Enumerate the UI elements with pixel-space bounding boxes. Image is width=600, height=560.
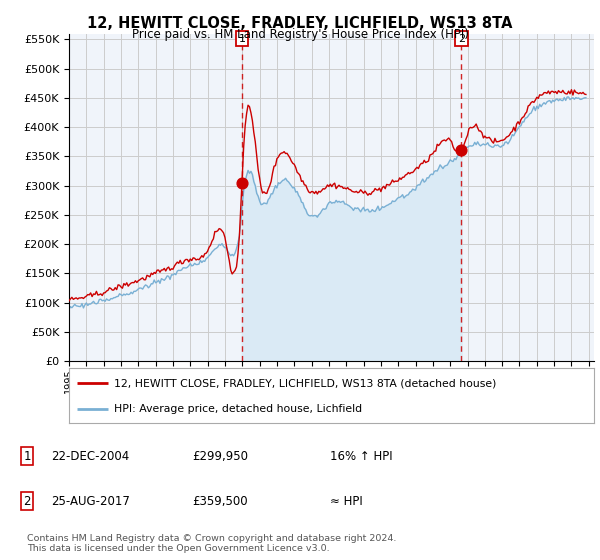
Text: 25-AUG-2017: 25-AUG-2017 [51,494,130,508]
Text: 1: 1 [23,450,31,463]
Text: 22-DEC-2004: 22-DEC-2004 [51,450,129,463]
Text: 2: 2 [23,494,31,508]
Text: 12, HEWITT CLOSE, FRADLEY, LICHFIELD, WS13 8TA: 12, HEWITT CLOSE, FRADLEY, LICHFIELD, WS… [87,16,513,31]
Text: 1: 1 [238,34,245,44]
Text: HPI: Average price, detached house, Lichfield: HPI: Average price, detached house, Lich… [113,404,362,414]
Text: ≈ HPI: ≈ HPI [330,494,363,508]
Text: £299,950: £299,950 [192,450,248,463]
Text: 2: 2 [458,34,465,44]
Text: 16% ↑ HPI: 16% ↑ HPI [330,450,392,463]
Text: £359,500: £359,500 [192,494,248,508]
Point [457,145,466,154]
Text: Price paid vs. HM Land Registry's House Price Index (HPI): Price paid vs. HM Land Registry's House … [131,28,469,41]
Text: 12, HEWITT CLOSE, FRADLEY, LICHFIELD, WS13 8TA (detached house): 12, HEWITT CLOSE, FRADLEY, LICHFIELD, WS… [113,379,496,388]
Text: Contains HM Land Registry data © Crown copyright and database right 2024.
This d: Contains HM Land Registry data © Crown c… [27,534,397,553]
Point [237,179,247,188]
